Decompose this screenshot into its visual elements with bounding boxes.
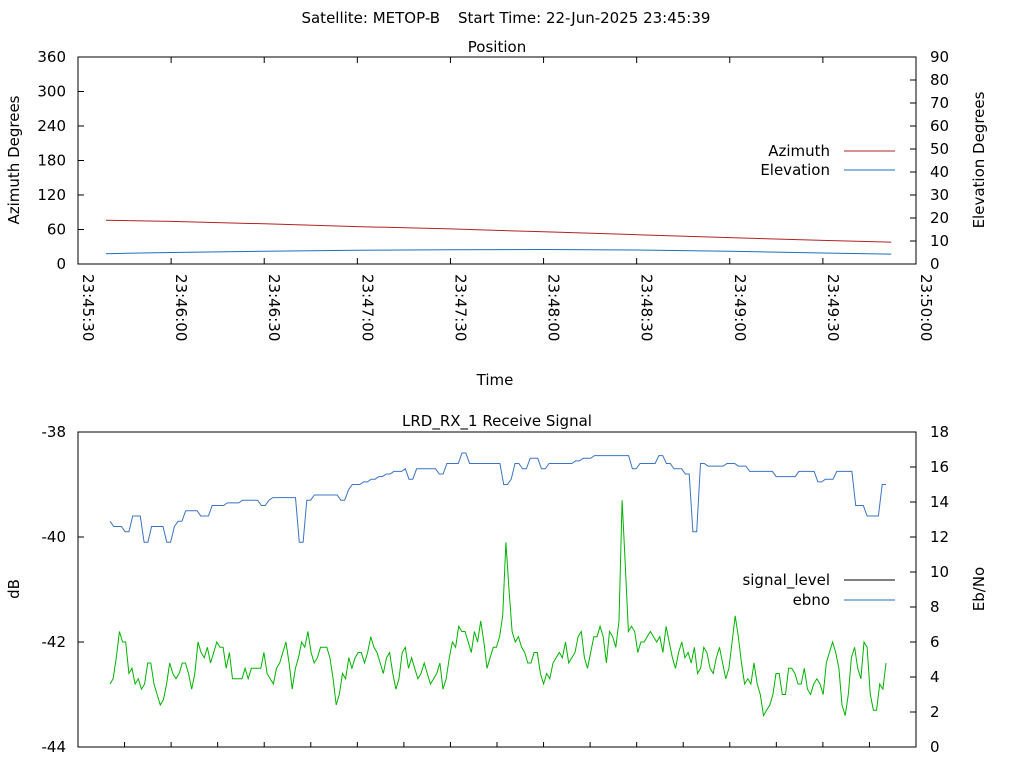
signal-plot-frame (77, 431, 917, 748)
signal-chart-title: LRD_RX_1 Receive Signal (402, 412, 592, 431)
time-tick-label: 23:46:30 (265, 274, 283, 341)
azimuth-tick-label: 240 (37, 117, 66, 135)
elevation-axis: 0 10 20 30 40 50 60 70 80 90 (910, 48, 949, 273)
time-tick-label: 23:45:30 (79, 274, 97, 341)
ebno-tick-label: 4 (930, 668, 940, 686)
db-tick-label: -38 (42, 423, 67, 441)
ebno-axis: 0 2 4 6 8 10 12 14 16 18 (910, 423, 949, 756)
satellite-label: Satellite: METOP-B (301, 9, 440, 27)
db-axis: -44 -42 -40 -38 (42, 423, 84, 756)
time-tick-label: 23:50:00 (917, 274, 935, 341)
signal-series (109, 452, 887, 717)
elevation-tick-label: 70 (930, 94, 949, 112)
azimuth-axis: 0 60 120 180 240 300 360 (37, 48, 84, 273)
azimuth-tick-label: 180 (37, 152, 66, 170)
elevation-tick-label: 90 (930, 48, 949, 66)
db-tick-label: -40 (42, 528, 67, 546)
azimuth-axis-label: Azimuth Degrees (5, 95, 23, 224)
time-tick-label: 23:49:30 (824, 274, 842, 341)
db-tick-label: -42 (42, 633, 67, 651)
elevation-tick-label: 60 (930, 117, 949, 135)
ebno-tick-label: 0 (930, 738, 940, 756)
ebno-tick-label: 8 (930, 598, 940, 616)
elevation-axis-label: Elevation Degrees (970, 91, 988, 228)
position-chart-title: Position (468, 38, 526, 56)
legend-label-azimuth: Azimuth (768, 142, 830, 160)
start-time-label: Start Time: 22-Jun-2025 23:45:39 (458, 9, 710, 27)
time-axis-label: Time (476, 371, 514, 389)
ebno-tick-label: 2 (930, 703, 940, 721)
ebno-tick-label: 18 (930, 423, 949, 441)
elevation-tick-label: 80 (930, 71, 949, 89)
series-line-green (109, 500, 887, 717)
time-axis: 23:45:30 23:46:00 23:46:30 23:47:00 23:47:30… (77, 57, 935, 341)
elevation-tick-label: 50 (930, 140, 949, 158)
time-tick-label: 23:47:00 (358, 274, 376, 341)
ebno-tick-label: 6 (930, 633, 940, 651)
time-tick-label: 23:48:30 (638, 274, 656, 341)
azimuth-tick-label: 300 (37, 83, 66, 101)
position-legend: Azimuth Elevation (760, 142, 895, 179)
azimuth-tick-label: 60 (47, 221, 66, 239)
legend-label-ebno: ebno (793, 591, 830, 609)
signal-legend: signal_level ebno (742, 571, 895, 609)
ebno-tick-label: 10 (930, 563, 949, 581)
elevation-tick-label: 40 (930, 163, 949, 181)
ebno-axis-label: Eb/No (970, 567, 988, 611)
series-line-elevation (105, 248, 892, 255)
legend-label-signal-level: signal_level (742, 571, 830, 590)
elevation-tick-label: 30 (930, 186, 949, 204)
legend-label-elevation: Elevation (760, 161, 830, 179)
db-tick-label: -44 (42, 738, 67, 756)
ebno-tick-label: 12 (930, 528, 949, 546)
elevation-tick-label: 20 (930, 209, 949, 227)
series-line-blue (109, 452, 886, 543)
ebno-tick-label: 16 (930, 458, 949, 476)
time-tick-label: 23:47:30 (451, 274, 469, 341)
time-tick-label: 23:49:00 (731, 274, 749, 341)
position-series (105, 219, 892, 255)
azimuth-tick-label: 360 (37, 48, 66, 66)
time-tick-label: 23:48:00 (545, 274, 563, 341)
azimuth-tick-label: 0 (56, 255, 66, 273)
series-line-azimuth (105, 219, 892, 243)
time-tick-label: 23:46:00 (172, 274, 190, 341)
azimuth-tick-label: 120 (37, 186, 66, 204)
elevation-tick-label: 10 (930, 232, 949, 250)
db-axis-label: dB (5, 579, 23, 599)
ebno-tick-label: 14 (930, 493, 949, 511)
signal-time-axis (77, 742, 917, 747)
elevation-tick-label: 0 (930, 255, 940, 273)
